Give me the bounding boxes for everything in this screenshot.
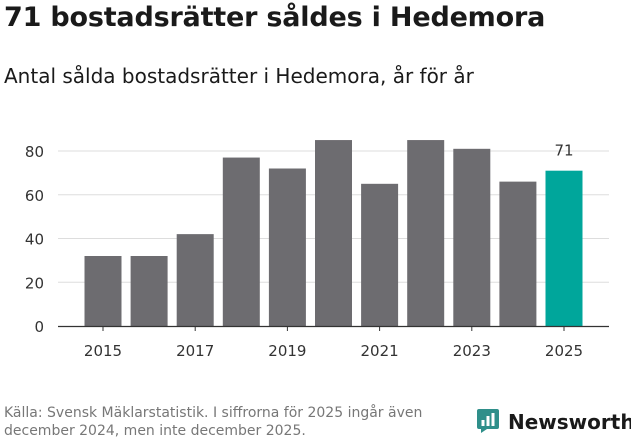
bar-2019 bbox=[268, 168, 306, 326]
y-tick-label-40: 40 bbox=[25, 231, 44, 249]
data-labels: 71 bbox=[554, 142, 573, 160]
source-note: Källa: Svensk Mäklarstatistik. I siffror… bbox=[4, 405, 423, 439]
bars bbox=[84, 140, 583, 326]
bar-2018 bbox=[222, 157, 260, 326]
bar-2016 bbox=[130, 256, 168, 326]
x-tick-label-2019: 2019 bbox=[268, 342, 306, 360]
x-tick-label-2017: 2017 bbox=[176, 342, 214, 360]
y-tick-label-20: 20 bbox=[25, 274, 44, 292]
bar-2020 bbox=[315, 140, 352, 326]
x-tick-label-2021: 2021 bbox=[361, 342, 399, 360]
x-axis: 2015 2017 2019 2021 2023 2025 bbox=[58, 325, 609, 360]
chart-subtitle: Antal sålda bostadsrätter i Hedemora, år… bbox=[4, 64, 474, 88]
bar-2021 bbox=[361, 183, 399, 326]
chart-title: 71 bostadsrätter såldes i Hedemora bbox=[4, 2, 546, 33]
data-label-2025: 71 bbox=[554, 142, 573, 160]
y-tick-label-80: 80 bbox=[25, 143, 44, 161]
y-tick-label-60: 60 bbox=[25, 187, 44, 205]
bar-2015 bbox=[84, 256, 122, 326]
brand-name: Newsworthy bbox=[508, 410, 631, 434]
x-tick-label-2015: 2015 bbox=[84, 342, 122, 360]
bar-2024 bbox=[499, 181, 537, 326]
newsworthy-logo-icon bbox=[477, 409, 499, 433]
x-tick-label-2023: 2023 bbox=[453, 342, 491, 360]
bar-2022 bbox=[407, 140, 445, 326]
x-tick-label-2025: 2025 bbox=[545, 342, 583, 360]
bar-2023 bbox=[453, 148, 491, 326]
bar-chart: 0 20 40 60 80 2015 2017 2019 2021 2023 2025 71 bbox=[25, 140, 609, 360]
y-tick-label-0: 0 bbox=[34, 318, 44, 336]
bar-2017 bbox=[176, 234, 214, 326]
bar-2025 bbox=[545, 170, 583, 326]
